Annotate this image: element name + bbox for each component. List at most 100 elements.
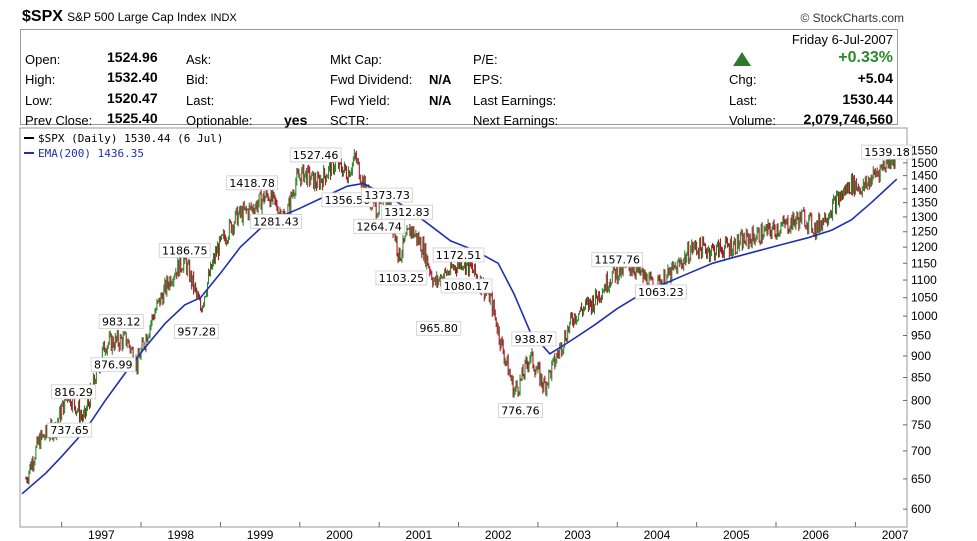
fwd-dividend-label: Fwd Dividend: <box>330 72 413 87</box>
annotation-label: 1281.43 <box>253 215 299 228</box>
ema-line <box>21 178 898 495</box>
y-tick-label: 1550 <box>911 143 938 157</box>
annotation-label: 965.80 <box>419 322 458 335</box>
annotation-box <box>511 331 557 347</box>
price-annotation: 1539.18 <box>861 144 913 160</box>
price-annotation: 1063.23 <box>635 284 687 300</box>
x-tick-label: 2001 <box>405 528 432 541</box>
symbol: $SPX <box>22 8 63 25</box>
eps-label: EPS: <box>473 72 503 87</box>
annotation-label: 957.28 <box>177 326 216 339</box>
price-bars <box>25 145 897 485</box>
ask-label: Ask: <box>186 52 212 67</box>
price-annotation: 737.65 <box>47 422 93 438</box>
up-arrow-icon <box>733 52 751 66</box>
price-annotation: 983.12 <box>98 314 144 329</box>
y-tick-label: 1100 <box>911 273 937 287</box>
y-tick-label: 850 <box>911 371 931 385</box>
annotation-box <box>381 204 433 220</box>
x-tick-label: 2006 <box>802 528 829 541</box>
legend-ema: EMA(200) 1436.35 <box>38 147 144 160</box>
prev-close-value: 1525.40 <box>107 110 158 126</box>
x-tick-label: 2002 <box>485 528 512 541</box>
price-annotation: 1373.73 <box>361 187 413 203</box>
price-annotation: 1281.43 <box>250 213 302 229</box>
change-percent: +0.33% <box>838 49 893 66</box>
last-label: Last: <box>186 93 215 108</box>
annotation-label: 1186.75 <box>162 244 208 257</box>
annotation-box <box>591 252 644 268</box>
y-tick-label: 1450 <box>911 169 938 183</box>
mkt-cap-label: Mkt Cap: <box>330 52 383 67</box>
price-annotation: 1080.17 <box>440 278 493 294</box>
chart-title: $SPX S&P 500 Large Cap Index INDX <box>22 8 237 26</box>
price-annotation: 1103.25 <box>375 270 428 286</box>
high-value: 1532.40 <box>107 69 158 85</box>
annotation-box <box>51 384 97 400</box>
price-annotation: 1527.46 <box>289 147 342 163</box>
quote-panel: Open: 1524.96 High: 1532.40 Low: 1520.47… <box>20 29 898 128</box>
exchange: INDX <box>210 12 237 24</box>
y-tick-label: 1150 <box>911 256 937 270</box>
x-tick-label: 2004 <box>644 528 671 541</box>
annotation-box <box>353 218 406 234</box>
annotation-box <box>289 147 342 163</box>
annotation-box <box>497 403 543 418</box>
x-tick-label: 1999 <box>247 528 274 541</box>
annotation-label: 1312.83 <box>384 206 430 219</box>
annotation-box <box>635 284 687 300</box>
annotation-label: 1539.18 <box>864 146 910 159</box>
legend-price: $SPX (Daily) 1530.44 (6 Jul) <box>38 132 223 145</box>
y-tick-label: 1400 <box>911 182 938 196</box>
fwd-yield-value: N/A <box>429 93 452 108</box>
next-earnings-label: Next Earnings: <box>473 113 559 128</box>
y-tick-label: 1500 <box>911 156 938 170</box>
price-annotation: 1172.51 <box>432 247 485 263</box>
low-value: 1520.47 <box>107 90 158 106</box>
annotation-box <box>226 175 279 191</box>
y-tick-label: 1000 <box>911 309 938 323</box>
plot-frame <box>19 127 908 528</box>
x-tick-label: 1997 <box>88 528 115 541</box>
last-earnings-label: Last Earnings: <box>473 93 557 108</box>
pe-label: P/E: <box>473 52 498 67</box>
fwd-yield-label: Fwd Yield: <box>330 93 390 108</box>
brand-link[interactable]: © StockCharts.com <box>800 11 904 25</box>
annotation-box <box>174 324 220 339</box>
annotation-box <box>47 422 93 438</box>
price-annotation: 776.76 <box>497 403 543 418</box>
annotation-label: 776.76 <box>501 405 540 418</box>
price-annotation: 816.29 <box>51 384 97 400</box>
bid-label: Bid: <box>186 72 209 87</box>
annotation-box <box>861 144 913 160</box>
annotation-label: 876.99 <box>94 359 133 372</box>
annotation-label: 1103.25 <box>379 272 425 285</box>
x-tick-label: 2000 <box>326 528 353 541</box>
y-tick-label: 950 <box>911 328 931 342</box>
y-tick-label: 1250 <box>911 225 938 239</box>
y-tick-label: 650 <box>911 472 931 486</box>
prev-close-label: Prev Close: <box>25 113 93 128</box>
volume-label: Volume: <box>729 113 776 128</box>
annotation-box <box>432 247 485 263</box>
fwd-dividend-value: N/A <box>429 72 452 87</box>
annotation-box <box>90 357 136 373</box>
y-tick-label: 600 <box>911 502 931 516</box>
annotation-label: 1157.76 <box>595 254 641 267</box>
price-annotation: 876.99 <box>90 357 136 373</box>
y-tick-label: 1350 <box>911 196 938 210</box>
annotation-box <box>250 213 302 229</box>
price-annotation: 1418.78 <box>226 175 279 191</box>
price-annotation: 1264.74 <box>353 218 406 234</box>
x-tick-label: 2007 <box>882 528 909 541</box>
y-tick-label: 900 <box>911 349 931 363</box>
annotation-box <box>158 242 211 258</box>
optionable-value: yes <box>284 112 308 128</box>
high-label: High: <box>25 72 56 87</box>
y-tick-label: 1200 <box>911 240 938 254</box>
annotation-label: 1356.56 <box>325 194 371 207</box>
annotation-box <box>98 314 144 329</box>
index-name: S&P 500 Large Cap Index <box>67 10 207 24</box>
price-annotation: 1157.76 <box>591 252 644 268</box>
